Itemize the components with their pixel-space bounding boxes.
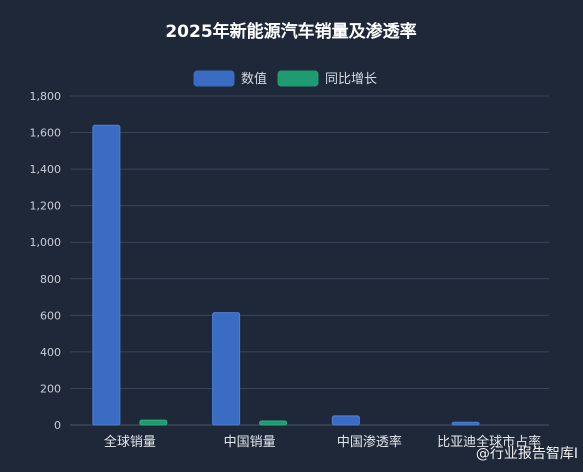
gridlines [70, 95, 549, 426]
y-tick-label: 600 [40, 309, 61, 322]
y-tick-label: 0 [54, 419, 61, 432]
y-tick-label: 1,200 [30, 200, 62, 213]
y-axis-ticks: 0 200 400 600 800 1,000 1,200 1,400 1,600 1,800 [30, 90, 62, 432]
bar-value-2[interactable] [212, 312, 241, 426]
y-tick-label: 400 [40, 346, 61, 359]
legend-swatch-series-2[interactable] [277, 70, 319, 87]
legend[interactable]: 数值 同比增长 [193, 70, 377, 87]
watermark-text: @行业报告智库I [476, 446, 578, 462]
y-tick-label: 800 [40, 273, 61, 286]
bar-yoy-growth-2[interactable] [259, 420, 288, 426]
x-tick-label: 比亚迪全球市占率 [437, 434, 541, 450]
bar-value-1[interactable] [92, 124, 121, 426]
legend-swatch-series-1[interactable] [193, 70, 235, 87]
bar-value-4[interactable] [451, 421, 480, 426]
x-tick-label: 中国渗透率 [337, 434, 402, 450]
y-tick-label: 1,000 [30, 236, 62, 249]
legend-label-series-1[interactable]: 数值 [241, 71, 267, 87]
y-tick-label: 1,400 [30, 163, 62, 176]
x-tick-label: 中国销量 [224, 435, 276, 450]
bar-yoy-growth-1[interactable] [139, 419, 168, 426]
x-axis-ticks: 全球销量 中国销量 中国渗透率 比亚迪全球市占率 [104, 434, 541, 450]
bars [92, 124, 480, 426]
legend-label-series-2[interactable]: 同比增长 [325, 72, 377, 87]
chart-title: 2025年新能源汽车销量及渗透率 [165, 21, 416, 42]
y-tick-label: 1,600 [30, 127, 62, 140]
x-tick-label: 全球销量 [104, 434, 156, 450]
y-tick-label: 1,800 [30, 90, 62, 103]
y-tick-label: 200 [40, 382, 61, 395]
bar-value-3[interactable] [331, 415, 360, 426]
